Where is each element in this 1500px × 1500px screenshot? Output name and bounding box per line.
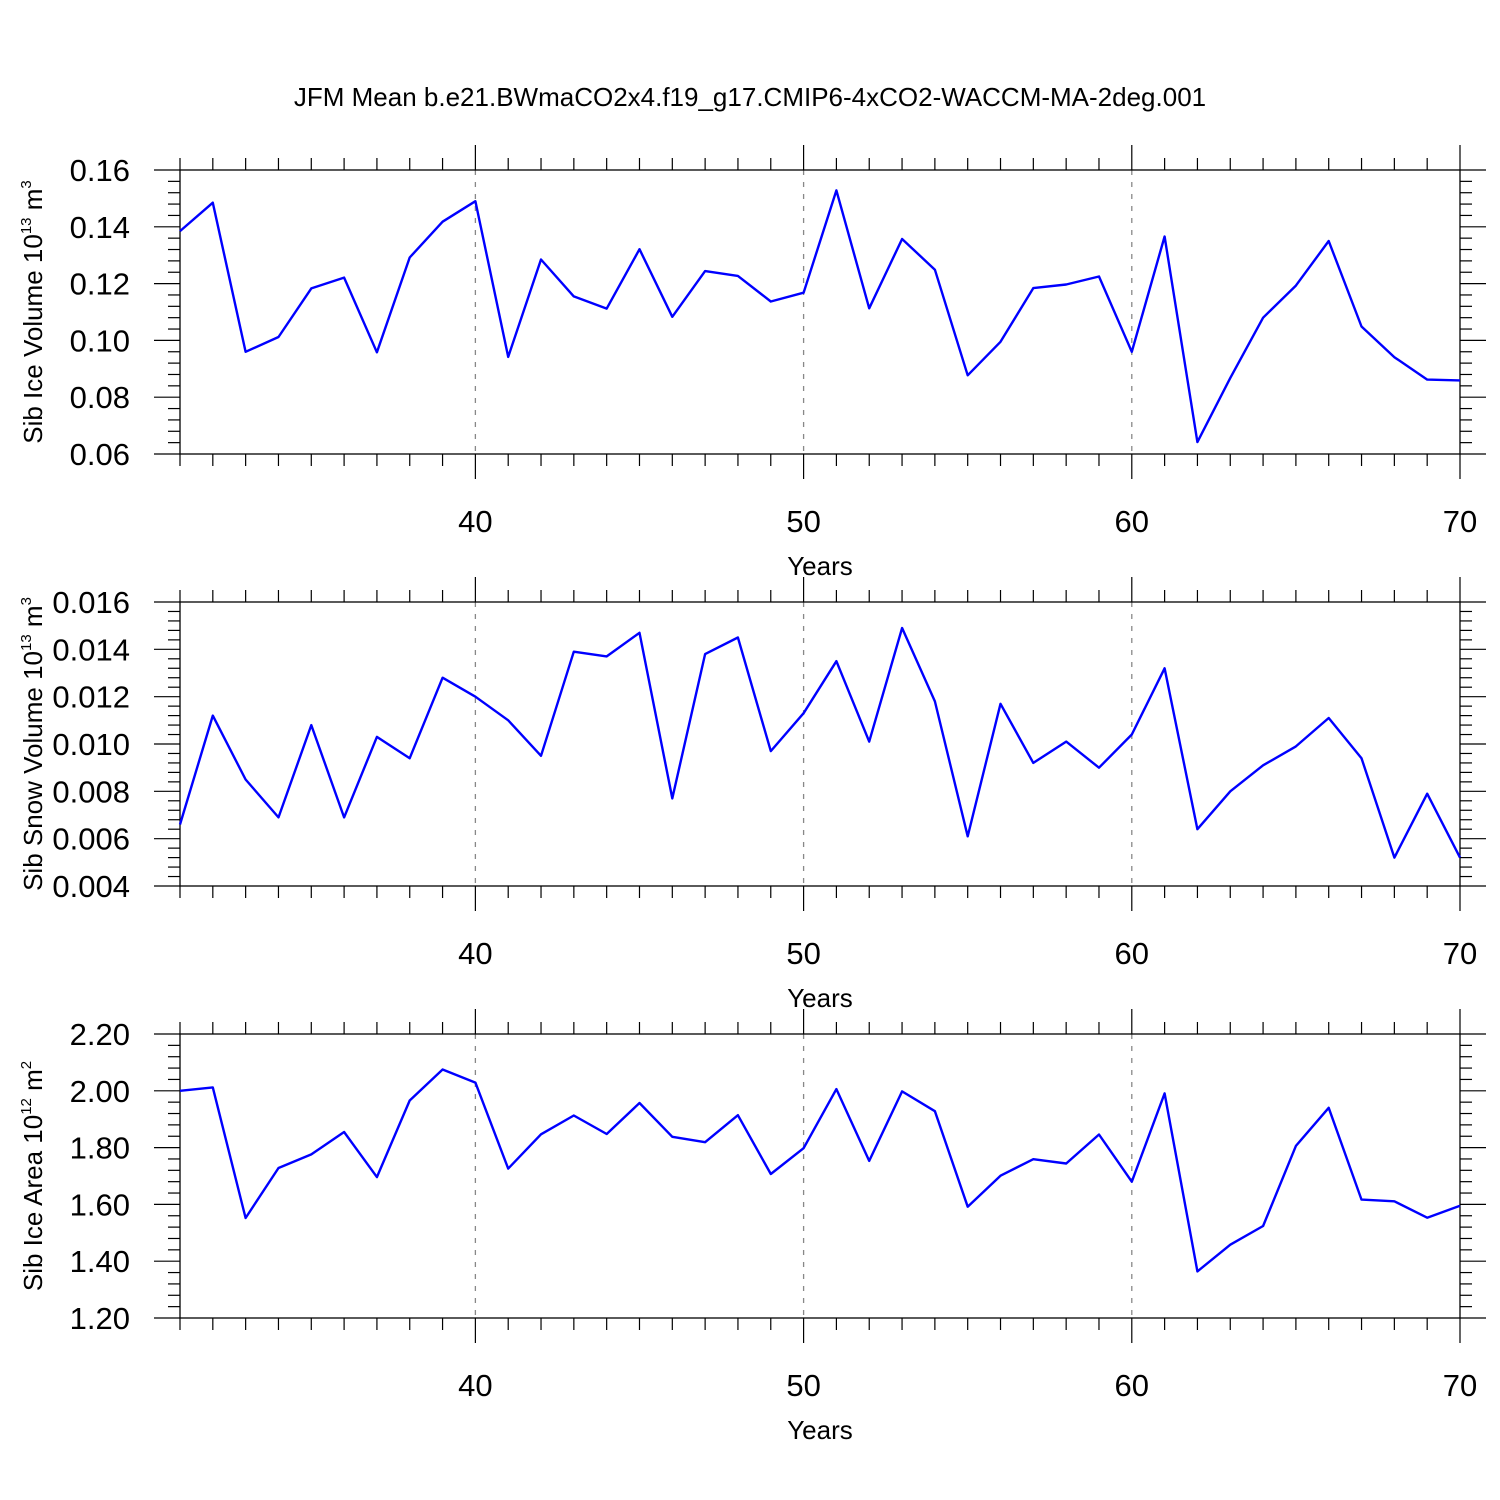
- x-tick-label: 50: [786, 504, 820, 539]
- y-axis-label-exponent: 13: [18, 217, 35, 234]
- x-axis-label: Years: [787, 551, 853, 581]
- y-tick-label: 0.014: [52, 632, 130, 667]
- plot-frame: [179, 169, 1461, 455]
- series-line-snow-volume: [178, 626, 1462, 859]
- y-tick-label: 0.012: [52, 680, 130, 715]
- x-tick-label: 70: [1443, 1368, 1477, 1403]
- y-tick-label: 0.008: [52, 774, 130, 809]
- x-axis-label: Years: [787, 1415, 853, 1445]
- y-tick-label: 0.06: [70, 437, 130, 472]
- y-tick-label: 1.60: [70, 1187, 130, 1222]
- y-tick-label: 0.12: [70, 267, 130, 302]
- y-tick-label: 1.40: [70, 1244, 130, 1279]
- x-tick-label: 60: [1115, 1368, 1149, 1403]
- x-tick-label: 70: [1443, 936, 1477, 971]
- x-tick-label: 60: [1115, 936, 1149, 971]
- x-tick-label: 50: [786, 1368, 820, 1403]
- chart-title: JFM Mean b.e21.BWmaCO2x4.f19_g17.CMIP6-4…: [294, 82, 1206, 112]
- y-axis-label-exponent: 13: [18, 634, 35, 651]
- x-tick-label: 40: [458, 936, 492, 971]
- y-axis-label-text: Sib Snow Volume 10: [18, 651, 48, 891]
- x-tick-label: 60: [1115, 504, 1149, 539]
- panel-ice-volume: 0.06 0.08 0.10 0.12 0.14 0.16 40 50 60 70 Years Sib…: [18, 145, 1486, 581]
- y-axis-label-exponent: 12: [18, 1098, 35, 1115]
- x-tick-label: 70: [1443, 504, 1477, 539]
- y-tick-label: 0.16: [70, 153, 130, 188]
- y-axis-label: Sib Snow Volume 1013 m3: [18, 597, 48, 891]
- y-tick-label: 0.004: [52, 869, 130, 904]
- x-tick-label: 40: [458, 1368, 492, 1403]
- series-line-ice-area: [179, 1068, 1461, 1273]
- y-tick-label: 0.016: [52, 585, 130, 620]
- y-tick-label: 0.010: [52, 727, 130, 762]
- y-axis-label-text: Sib Ice Volume 10: [18, 234, 48, 444]
- y-tick-label: 2.00: [70, 1074, 130, 1109]
- x-axis-label: Years: [787, 983, 853, 1013]
- plot-frame: [179, 1033, 1461, 1319]
- x-tick-label: 50: [786, 936, 820, 971]
- y-axis-label-unit-exponent: 3: [18, 180, 35, 188]
- y-axis-label-unit-exponent: 3: [18, 597, 35, 605]
- panel-ice-area: 1.20 1.40 1.60 1.80 2.00 2.20 40 50 60 70 Years Sib…: [18, 1009, 1486, 1445]
- y-tick-label: 0.14: [70, 210, 130, 245]
- series-line-ice-volume: [179, 189, 1461, 444]
- y-tick-label: 0.006: [52, 822, 130, 857]
- y-axis-label-unit: m: [18, 189, 48, 218]
- panel-snow-volume: 0.004 0.006 0.008 0.010 0.012 0.014 0.016 40 50 6…: [18, 577, 1486, 1013]
- y-axis-label-text: Sib Ice Area 10: [18, 1115, 48, 1291]
- y-axis-label: Sib Ice Volume 1013 m3: [18, 180, 48, 444]
- x-tick-label: 40: [458, 504, 492, 539]
- y-axis-label: Sib Ice Area 1012 m2: [18, 1061, 48, 1291]
- y-axis-label-unit: m: [18, 1069, 48, 1098]
- y-tick-label: 1.80: [70, 1131, 130, 1166]
- y-tick-label: 0.08: [70, 380, 130, 415]
- y-axis-label-unit-exponent: 2: [18, 1061, 35, 1069]
- y-tick-label: 2.20: [70, 1017, 130, 1052]
- y-tick-label: 0.10: [70, 323, 130, 358]
- plot-frame: [179, 601, 1461, 887]
- y-axis-label-unit: m: [18, 605, 48, 634]
- y-tick-label: 1.20: [70, 1301, 130, 1336]
